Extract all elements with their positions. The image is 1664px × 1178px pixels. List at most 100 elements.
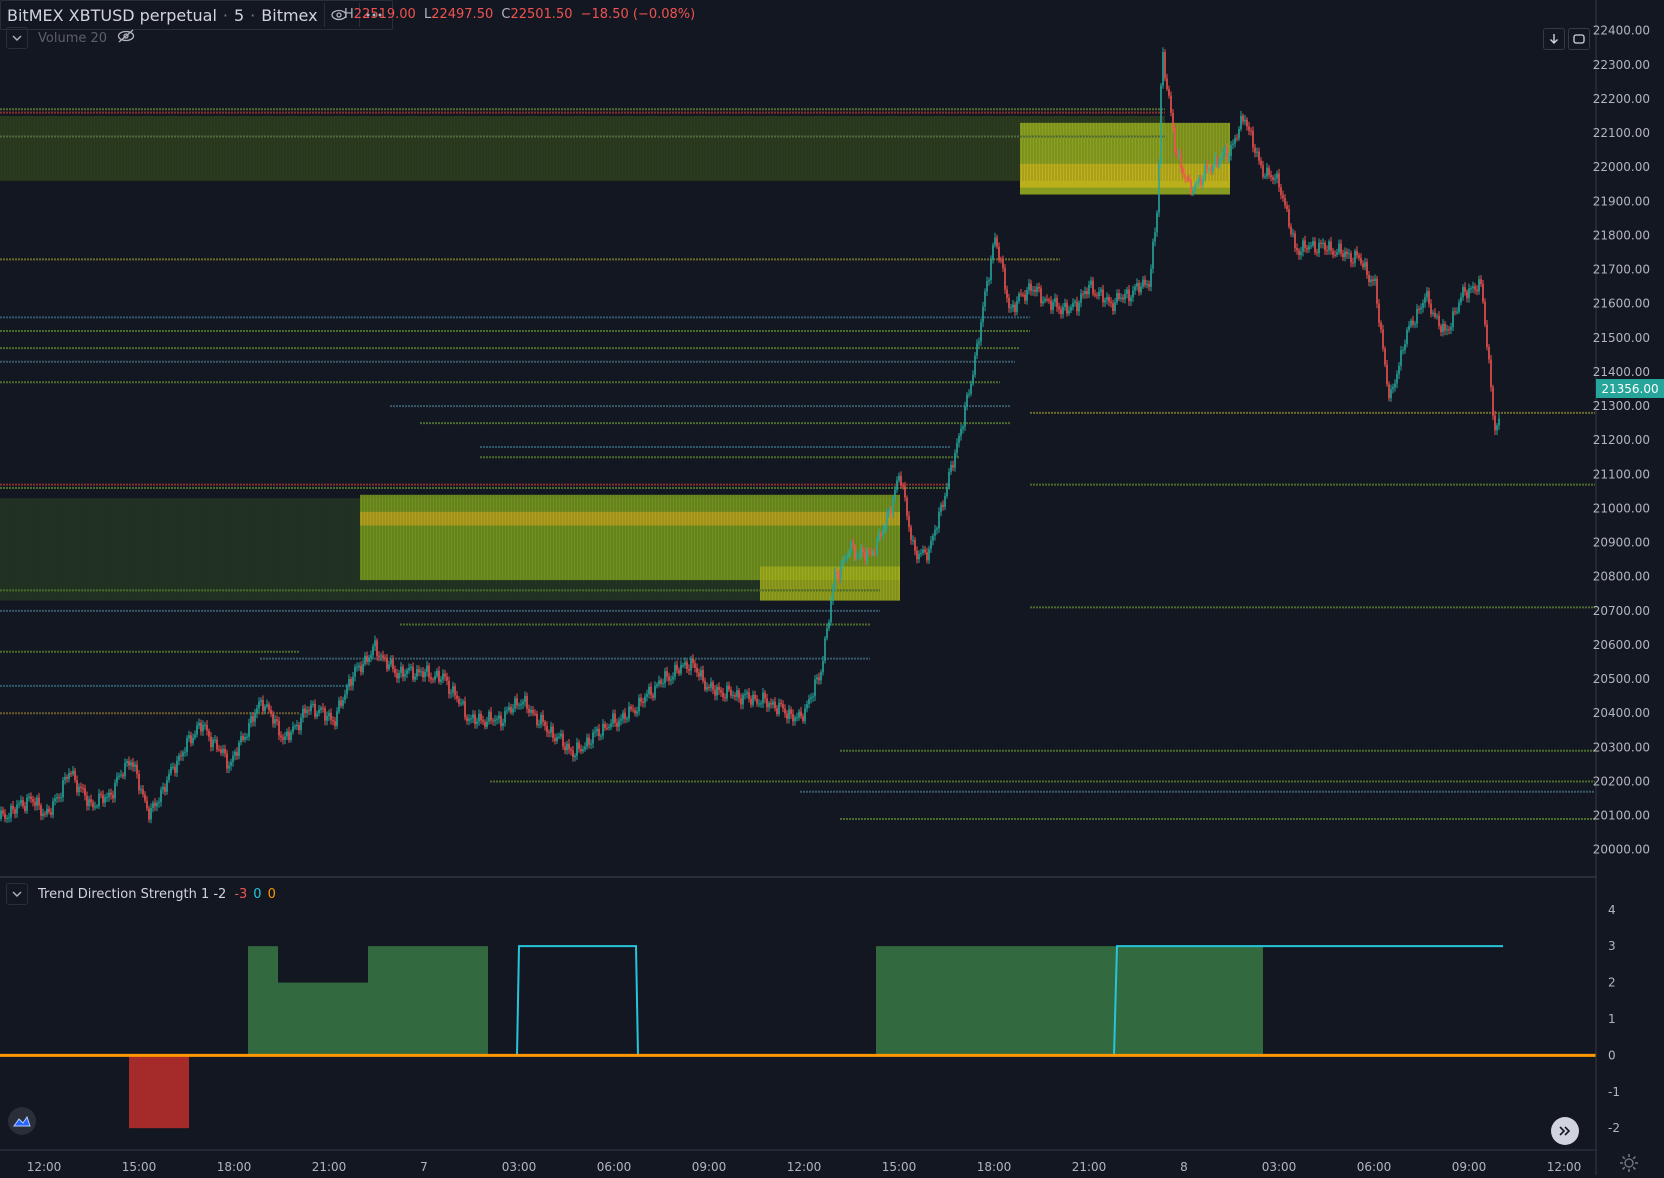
chevron-down-icon[interactable]: [6, 883, 28, 905]
candle-body: [1296, 248, 1298, 251]
candle-body: [468, 718, 470, 721]
eye-icon[interactable]: [323, 3, 353, 27]
time-tick-label: 15:00: [882, 1160, 917, 1174]
trend-indicator-row[interactable]: Trend Direction Strength 1 -2 -3 0 0: [6, 883, 276, 905]
candle-body: [824, 638, 826, 661]
time-tick-label: 7: [420, 1160, 428, 1174]
candle-body: [224, 748, 226, 754]
candle-body: [380, 655, 382, 657]
candle-body: [538, 724, 540, 726]
candle-body: [542, 714, 544, 722]
candle-body: [494, 719, 496, 722]
price-axis[interactable]: 22400.00 22300.00 22200.00 22100.00 22000.00…: [1593, 24, 1650, 857]
candle-body: [978, 341, 980, 344]
candle-body: [1210, 168, 1212, 172]
candle-body: [406, 670, 408, 675]
price-tick-label: 21100.00: [1593, 467, 1650, 481]
candle-body: [1068, 310, 1070, 314]
candle-body: [170, 766, 172, 774]
candle-body: [1090, 280, 1092, 285]
candle-body: [86, 795, 88, 806]
candle-body: [728, 685, 730, 690]
candle-body: [182, 752, 184, 757]
candle-body: [382, 655, 384, 658]
candle-body: [1070, 307, 1072, 311]
candle-body: [962, 426, 964, 429]
candle-body: [582, 749, 584, 752]
interval[interactable]: 5: [233, 5, 245, 25]
candle-body: [1080, 293, 1082, 303]
candle-body: [656, 684, 658, 687]
candle-body: [628, 706, 630, 719]
candle-body: [1466, 291, 1468, 299]
candle-body: [96, 806, 98, 808]
oscillator-axis[interactable]: 4 3 2 1 0 -1 -2: [1608, 903, 1620, 1135]
candle-body: [1292, 233, 1294, 235]
candle-body: [1092, 280, 1094, 294]
candle-body: [1344, 251, 1346, 258]
candle-body: [550, 726, 552, 733]
candle-body: [372, 646, 374, 656]
candle-body: [934, 529, 936, 536]
symbol-title-box[interactable]: BitMEX XBTUSD perpetual · 5 · Bitmex: [0, 0, 393, 30]
candle-body: [430, 677, 432, 680]
scroll-to-realtime-icon[interactable]: [1551, 1117, 1579, 1145]
low-label: L: [423, 7, 432, 22]
candle-body: [904, 486, 906, 498]
candle-body: [1022, 294, 1024, 296]
candle-body: [448, 680, 450, 694]
candle-body: [510, 706, 512, 713]
candle-body: [660, 680, 662, 684]
candle-body: [248, 723, 250, 737]
candle-body: [1436, 315, 1438, 317]
candle-body: [990, 260, 992, 280]
candle-body: [932, 535, 934, 541]
candle-body: [914, 539, 916, 551]
candle-body: [118, 775, 120, 777]
candle-body: [1212, 166, 1214, 172]
candle-body: [1372, 279, 1374, 281]
candle-body: [360, 665, 362, 673]
more-options-icon[interactable]: [358, 3, 388, 27]
candle-body: [796, 717, 798, 719]
time-tick-label: 09:00: [692, 1160, 727, 1174]
candle-body: [280, 735, 282, 738]
candle-body: [1192, 191, 1194, 194]
maximize-icon[interactable]: [1568, 28, 1590, 50]
oscillator-tick-label: 1: [1608, 1012, 1616, 1026]
candle-body: [1046, 299, 1048, 301]
candle-body: [988, 279, 990, 282]
settings-gear-icon[interactable]: [1618, 1152, 1640, 1174]
close-value: 22501.50: [510, 7, 573, 22]
candle-body: [1156, 212, 1158, 233]
scroll-down-icon[interactable]: [1543, 28, 1565, 50]
time-axis[interactable]: 12:00 15:00 18:00 21:00 7 03:00 06:00 09:00 12:0…: [27, 1160, 1582, 1174]
candle-body: [594, 731, 596, 733]
candle-body: [304, 708, 306, 714]
chevron-down-icon[interactable]: [6, 27, 28, 49]
candle-body: [1206, 164, 1208, 170]
eye-off-icon[interactable]: [117, 29, 135, 47]
candle-body: [1010, 307, 1012, 309]
candle-body: [862, 548, 864, 552]
candle-body: [868, 551, 870, 553]
candle-body: [812, 696, 814, 698]
candle-body: [260, 700, 262, 702]
candle-body: [1274, 178, 1276, 180]
candle-body: [872, 553, 874, 555]
price-tick-label: 21500.00: [1593, 331, 1650, 345]
candle-body: [832, 586, 834, 601]
candle-body: [908, 515, 910, 528]
candle-body: [504, 711, 506, 723]
logo-icon[interactable]: [8, 1107, 36, 1135]
high-value: 22519.00: [353, 7, 416, 22]
candle-body: [652, 695, 654, 698]
candle-body: [1088, 284, 1090, 295]
candle-body: [1146, 284, 1148, 286]
candle-body: [726, 685, 728, 699]
candle-body: [464, 701, 466, 718]
volume-indicator-row[interactable]: Volume 20: [6, 27, 135, 49]
candle-body: [144, 794, 146, 801]
candle-body: [1136, 283, 1138, 287]
